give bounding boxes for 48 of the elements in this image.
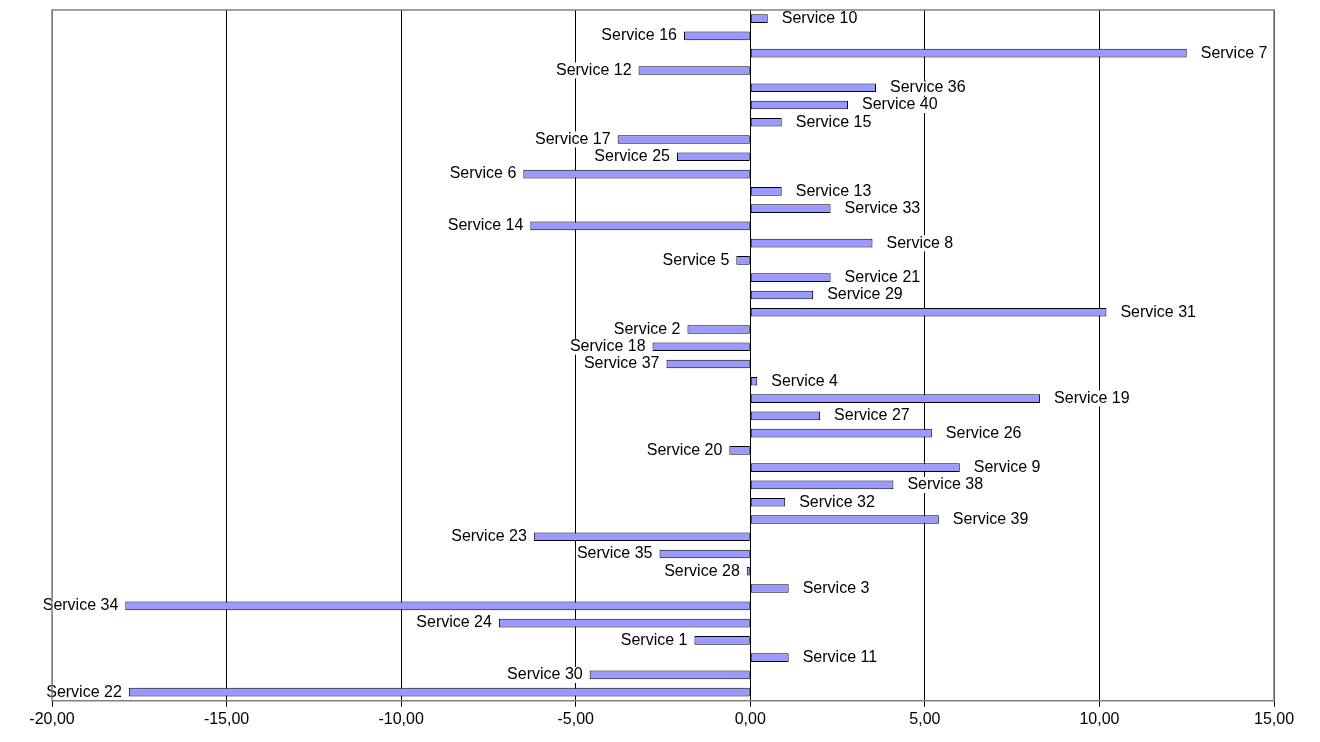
- y-tick-label: Service 36: [889, 78, 966, 96]
- y-tick-label: Service 3: [802, 578, 870, 596]
- y-tick-label: Service 26: [945, 423, 1022, 441]
- y-tick-label: Service 40: [862, 95, 938, 113]
- y-tick-label: Service 1: [620, 630, 688, 648]
- y-tick-label: Service 7: [1200, 43, 1268, 61]
- y-tick-label: Service 38: [907, 475, 984, 493]
- y-tick-label: Service 12: [555, 60, 632, 78]
- y-tick-label: Service 17: [535, 129, 611, 147]
- y-tick-label: Service 5: [662, 250, 730, 268]
- y-tick-label: Service 18: [569, 337, 646, 355]
- y-tick-label: Service 39: [952, 509, 1029, 527]
- y-tick-label: Service 32: [799, 492, 875, 510]
- y-tick-label: Service 8: [886, 233, 954, 251]
- y-tick-label: Service 24: [416, 613, 492, 631]
- y-tick-label: Service 27: [834, 406, 910, 424]
- y-tick-label: Service 20: [646, 440, 723, 458]
- y-tick-label: Service 33: [844, 199, 921, 217]
- x-tick-label: 15,00: [1253, 709, 1295, 727]
- y-tick-label: Service 16: [601, 26, 678, 44]
- y-tick-label: Service 11: [802, 648, 878, 666]
- x-tick-label: -5,00: [557, 709, 595, 727]
- y-tick-label: Service 21: [844, 268, 921, 286]
- x-tick-label: 5,00: [909, 709, 941, 727]
- x-tick-label: 10,00: [1079, 709, 1120, 727]
- y-tick-label: Service 10: [781, 9, 858, 27]
- y-tick-label: Service 9: [973, 458, 1041, 476]
- x-tick-label: 0,00: [734, 709, 766, 727]
- y-tick-label: Service 34: [42, 596, 119, 614]
- y-tick-label: Service 4: [771, 371, 839, 389]
- y-tick-label: Service 2: [613, 319, 681, 337]
- y-tick-label: Service 31: [1120, 302, 1197, 320]
- y-tick-label: Service 37: [583, 354, 660, 372]
- y-tick-label: Service 6: [449, 164, 517, 182]
- y-tick-label: Service 29: [827, 285, 903, 303]
- y-tick-label: Service 23: [451, 527, 527, 545]
- y-tick-label: Service 22: [46, 682, 122, 700]
- x-tick-label: -10,00: [378, 709, 424, 727]
- y-tick-label: Service 30: [507, 665, 583, 683]
- x-tick-label: -20,00: [29, 709, 75, 727]
- y-tick-label: Service 25: [594, 147, 671, 165]
- y-tick-label: Service 15: [795, 112, 872, 130]
- y-tick-label: Service 14: [447, 216, 524, 234]
- y-tick-label: Service 28: [664, 561, 740, 579]
- y-tick-label: Service 13: [795, 181, 872, 199]
- y-tick-label: Service 19: [1054, 388, 1130, 406]
- y-tick-label: Service 35: [576, 544, 653, 562]
- x-tick-label: -15,00: [203, 709, 250, 727]
